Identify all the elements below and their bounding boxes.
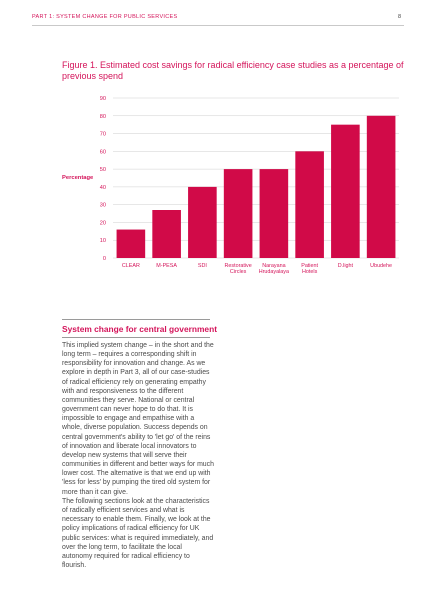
bar — [116, 229, 146, 258]
y-tick-label: 20 — [100, 220, 106, 226]
y-tick-label: 70 — [100, 132, 106, 138]
x-category-label: Ubudehe — [370, 263, 392, 269]
x-category-label: Narayana Hrudayalaya — [259, 263, 289, 275]
y-tick-label: 0 — [103, 256, 106, 262]
x-axis-labels: CLEAR M-PESA SDI Restorative Circles Narayana… — [122, 263, 392, 275]
bar — [152, 210, 181, 258]
body-paragraph: This implied system change – in the shor… — [62, 342, 214, 496]
body-paragraph: The following sections look at the chara… — [62, 498, 214, 570]
y-tick-label: 90 — [100, 96, 106, 102]
bar — [331, 124, 360, 259]
y-tick-label: 60 — [100, 149, 106, 155]
section-heading: System change for central government — [62, 324, 217, 334]
header-divider — [32, 25, 404, 26]
bars — [116, 115, 396, 259]
y-tick-label: 10 — [100, 238, 106, 244]
y-tick-label: 50 — [100, 167, 106, 173]
figure-title: Figure 1. Estimated cost savings for rad… — [62, 60, 404, 81]
bar — [366, 115, 396, 259]
bar — [259, 169, 289, 258]
x-category-label: M-PESA — [156, 263, 177, 269]
bar — [223, 169, 253, 258]
section-rule-bottom — [62, 337, 210, 338]
x-category-label: SDI — [198, 263, 207, 269]
x-category-label: D.light — [338, 263, 354, 269]
running-title: PART 1: SYSTEM CHANGE FOR PUBLIC SERVICE… — [32, 14, 178, 20]
x-category-label: Restorative Circles — [224, 263, 251, 275]
page-number: 8 — [398, 14, 402, 20]
bar — [295, 151, 324, 258]
y-tick-label: 40 — [100, 185, 106, 191]
x-category-label: CLEAR — [122, 263, 140, 269]
y-axis-label: Percentage — [62, 175, 94, 181]
x-category-label: Patient Hotels — [301, 263, 318, 275]
bar — [188, 186, 217, 258]
y-tick-label: 30 — [100, 203, 106, 209]
section-rule-top — [62, 319, 210, 320]
y-axis-ticks: 0 10 20 30 40 50 60 70 80 90 — [100, 96, 106, 262]
y-tick-label: 80 — [100, 114, 106, 120]
